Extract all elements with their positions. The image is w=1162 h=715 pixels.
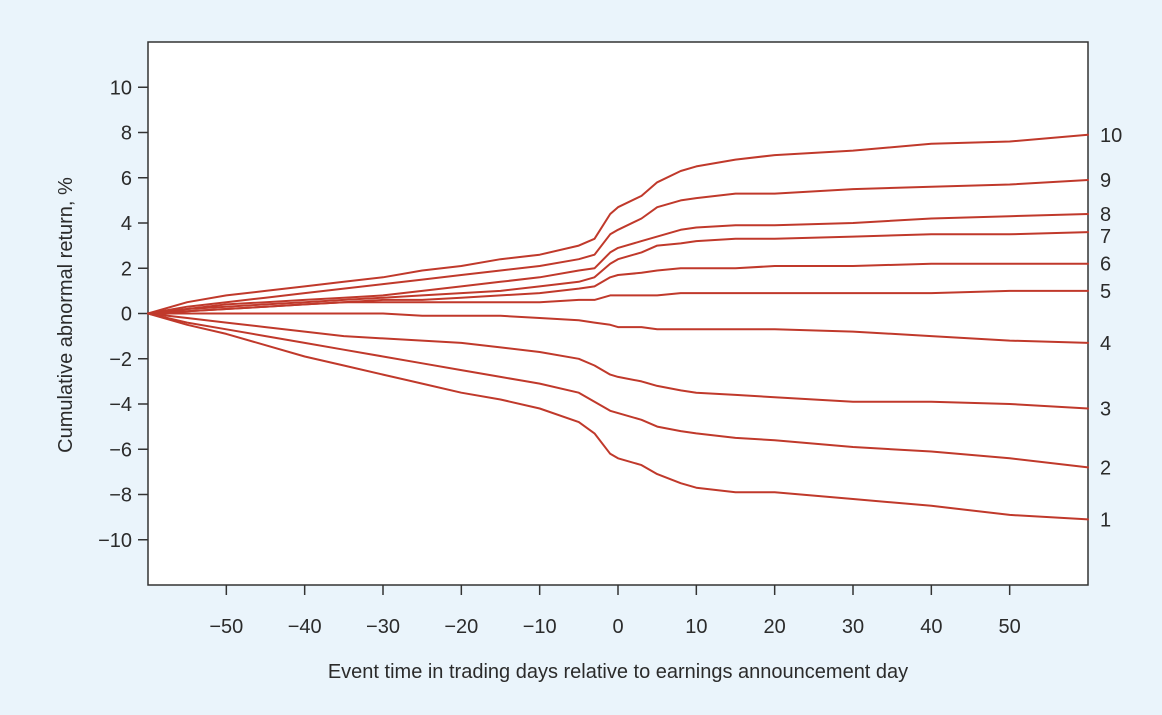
y-tick-label: −2 <box>109 349 132 371</box>
y-tick-label: 0 <box>121 304 132 326</box>
series-label-10: 10 <box>1100 125 1122 147</box>
x-tick-label: −20 <box>444 616 478 638</box>
series-line-10 <box>147 133 1089 315</box>
series-label-4: 4 <box>1100 333 1111 355</box>
series-label-1: 1 <box>1100 509 1111 531</box>
y-tick-label: 2 <box>121 258 132 280</box>
series-line-3 <box>147 312 1089 410</box>
y-tick-label: 4 <box>121 213 132 235</box>
x-tick-label: −30 <box>366 616 400 638</box>
series-label-6: 6 <box>1100 254 1111 276</box>
y-tick-label: −4 <box>109 394 132 416</box>
y-tick-label: −8 <box>109 485 132 507</box>
series-line-1 <box>147 312 1089 521</box>
x-tick-label: 10 <box>685 616 707 638</box>
y-tick-label: −10 <box>98 530 132 552</box>
x-tick-label: −40 <box>288 616 322 638</box>
series-label-7: 7 <box>1100 226 1111 248</box>
x-tick-label: 20 <box>764 616 786 638</box>
series-label-5: 5 <box>1100 281 1111 303</box>
x-tick-label: 30 <box>842 616 864 638</box>
series-line-4 <box>147 312 1089 344</box>
series-label-8: 8 <box>1100 204 1111 226</box>
y-axis-title: Cumulative abnormal return, % <box>55 177 77 453</box>
series-line-9 <box>147 179 1089 315</box>
y-tick-label: 6 <box>121 168 132 190</box>
x-tick-label: −50 <box>209 616 243 638</box>
x-tick-label: 40 <box>920 616 942 638</box>
series-label-9: 9 <box>1100 170 1111 192</box>
series-line-7 <box>147 231 1089 315</box>
y-tick-label: −6 <box>109 439 132 461</box>
lines-layer <box>147 133 1089 521</box>
series-line-8 <box>147 213 1089 315</box>
series-labels-layer: 10 9 87 6 5 4 3 2 1 <box>1100 125 1122 532</box>
x-axis-title: Event time in trading days relative to e… <box>328 661 908 683</box>
series-line-2 <box>147 312 1089 469</box>
x-tick-label: 50 <box>999 616 1021 638</box>
x-tick-label: 0 <box>612 616 623 638</box>
y-tick-label: 8 <box>121 123 132 145</box>
series-label-2: 2 <box>1100 457 1111 479</box>
series-line-5 <box>147 289 1089 315</box>
x-tick-label: −10 <box>523 616 557 638</box>
y-tick-label: 10 <box>110 77 132 99</box>
series-label-3: 3 <box>1100 399 1111 421</box>
